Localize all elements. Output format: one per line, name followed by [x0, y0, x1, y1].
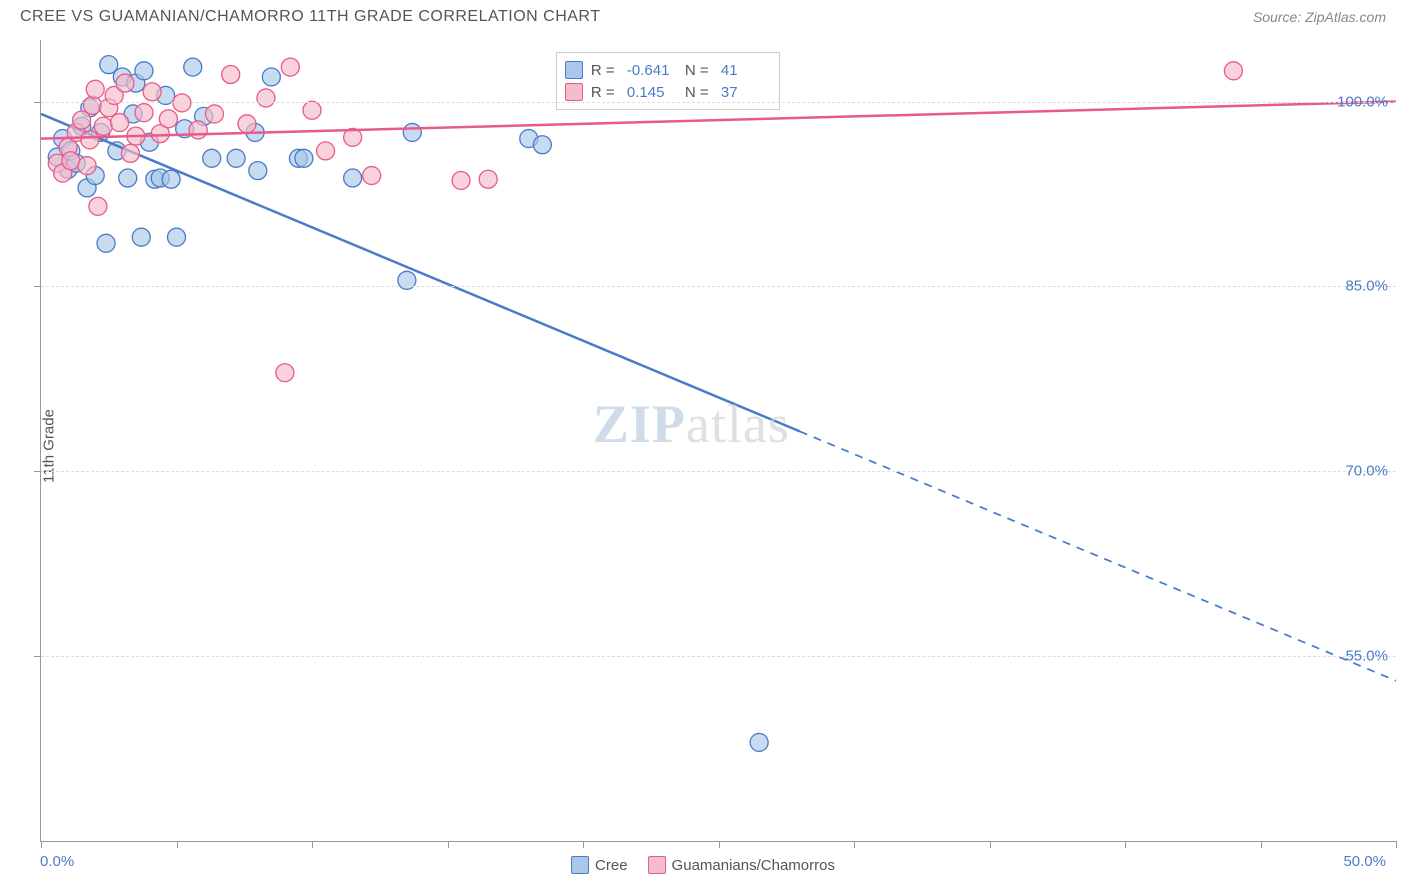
- data-point: [162, 170, 180, 188]
- data-point: [257, 89, 275, 107]
- x-axis-tick: [1396, 841, 1397, 848]
- series-swatch: [565, 83, 583, 101]
- data-point: [86, 80, 104, 98]
- stats-r-value: 0.145: [627, 84, 677, 101]
- data-point: [276, 364, 294, 382]
- data-point: [249, 162, 267, 180]
- data-point: [111, 114, 129, 132]
- data-point: [132, 228, 150, 246]
- data-point: [159, 110, 177, 128]
- y-axis-tick: [34, 471, 41, 472]
- data-point: [119, 169, 137, 187]
- data-point: [168, 228, 186, 246]
- data-point: [295, 149, 313, 167]
- stats-r-label: R =: [591, 62, 619, 79]
- trend-line-extrapolated: [800, 431, 1396, 680]
- x-axis-tick: [41, 841, 42, 848]
- x-axis-label-min: 0.0%: [40, 853, 74, 870]
- legend: Cree Guamanians/Chamorros: [571, 856, 835, 874]
- y-tick-label: 70.0%: [1345, 463, 1388, 480]
- data-point: [1224, 62, 1242, 80]
- data-point: [143, 83, 161, 101]
- series-swatch: [565, 61, 583, 79]
- stats-r-label: R =: [591, 84, 619, 101]
- data-point: [403, 123, 421, 141]
- legend-item: Guamanians/Chamorros: [648, 856, 835, 874]
- data-point: [189, 121, 207, 139]
- legend-swatch: [648, 856, 666, 874]
- data-point: [281, 58, 299, 76]
- data-point: [184, 58, 202, 76]
- y-tick-label: 55.0%: [1345, 648, 1388, 665]
- stats-n-value: 41: [721, 62, 771, 79]
- x-axis-tick: [1261, 841, 1262, 848]
- data-point: [344, 169, 362, 187]
- stats-row: R = -0.641 N = 41: [565, 59, 771, 81]
- x-axis-tick: [312, 841, 313, 848]
- data-point: [116, 74, 134, 92]
- y-axis-tick: [34, 656, 41, 657]
- data-point: [262, 68, 280, 86]
- legend-swatch: [571, 856, 589, 874]
- trend-line: [41, 114, 800, 431]
- stats-row: R = 0.145 N = 37: [565, 81, 771, 103]
- x-axis-tick: [1125, 841, 1126, 848]
- chart-plot-area: ZIPatlas R =-0.641N =41R =0.145N =37 100…: [40, 40, 1396, 842]
- data-point: [135, 62, 153, 80]
- x-axis-tick: [177, 841, 178, 848]
- source-attribution: Source: ZipAtlas.com: [1253, 9, 1386, 25]
- legend-item: Cree: [571, 856, 628, 874]
- data-point: [62, 152, 80, 170]
- data-point: [94, 117, 112, 135]
- data-point: [89, 197, 107, 215]
- data-point: [173, 94, 191, 112]
- legend-label: Cree: [595, 857, 628, 874]
- data-point: [121, 144, 139, 162]
- x-axis-tick: [583, 841, 584, 848]
- x-axis-tick: [719, 841, 720, 848]
- data-point: [317, 142, 335, 160]
- y-axis-tick: [34, 286, 41, 287]
- data-point: [205, 105, 223, 123]
- y-tick-label: 85.0%: [1345, 278, 1388, 295]
- y-axis-tick: [34, 102, 41, 103]
- x-axis-label-max: 50.0%: [1343, 853, 1386, 870]
- legend-label: Guamanians/Chamorros: [672, 857, 835, 874]
- data-point: [83, 96, 101, 114]
- data-point: [78, 157, 96, 175]
- grid-line: [41, 471, 1396, 472]
- data-point: [238, 115, 256, 133]
- stats-n-value: 37: [721, 84, 771, 101]
- data-point: [363, 167, 381, 185]
- data-point: [97, 234, 115, 252]
- data-point: [135, 104, 153, 122]
- chart-title: CREE VS GUAMANIAN/CHAMORRO 11TH GRADE CO…: [20, 8, 600, 26]
- x-axis-tick: [448, 841, 449, 848]
- chart-svg: [41, 40, 1396, 841]
- grid-line: [41, 656, 1396, 657]
- grid-line: [41, 286, 1396, 287]
- data-point: [533, 136, 551, 154]
- data-point: [203, 149, 221, 167]
- data-point: [81, 131, 99, 149]
- data-point: [303, 101, 321, 119]
- x-axis-tick: [854, 841, 855, 848]
- data-point: [479, 170, 497, 188]
- y-tick-label: 100.0%: [1337, 93, 1388, 110]
- data-point: [222, 66, 240, 84]
- stats-n-label: N =: [685, 84, 713, 101]
- data-point: [750, 733, 768, 751]
- stats-n-label: N =: [685, 62, 713, 79]
- grid-line: [41, 102, 1396, 103]
- data-point: [227, 149, 245, 167]
- stats-r-value: -0.641: [627, 62, 677, 79]
- data-point: [452, 171, 470, 189]
- x-axis-tick: [990, 841, 991, 848]
